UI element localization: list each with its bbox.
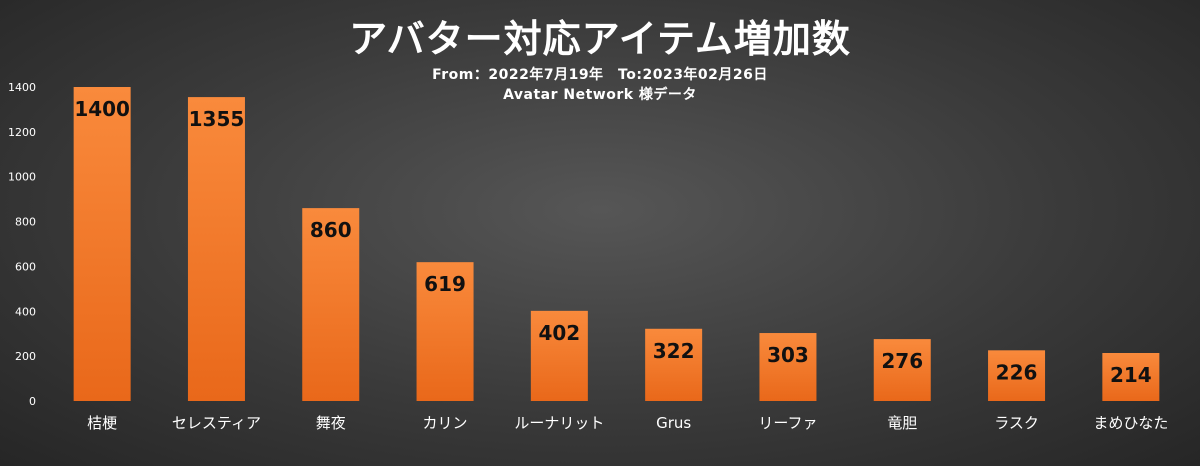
bar: [73, 87, 131, 401]
bars-group: 1400 1355 860 619 402 322 303 276 226 214: [73, 87, 1160, 401]
y-tick-label: 800: [15, 216, 36, 229]
chart-title: アバター対応アイテム増加数: [349, 17, 851, 61]
y-axis: 0 200 400 600 800 1000 1200 1400: [8, 81, 36, 408]
x-category-label: ラスク: [994, 414, 1039, 432]
chart-subtitle-date-range: From：2022年7月19年 To:2023年02月26日: [432, 67, 768, 83]
y-tick-label: 600: [15, 260, 36, 273]
data-label: 619: [424, 272, 466, 296]
y-tick-label: 1000: [8, 171, 36, 184]
x-category-label: ルーナリット: [514, 414, 604, 432]
data-label: 860: [310, 218, 352, 242]
data-label: 276: [881, 349, 923, 373]
bar: [302, 208, 360, 401]
y-tick-label: 1400: [8, 81, 36, 94]
data-label: 402: [538, 321, 580, 345]
bar: [1102, 353, 1160, 401]
data-label: 1355: [189, 107, 245, 131]
data-label: 1400: [74, 97, 130, 121]
data-label: 322: [653, 339, 695, 363]
data-label: 226: [996, 360, 1038, 384]
bar: [988, 350, 1046, 401]
x-category-label: 竜胆: [887, 414, 917, 432]
bar: [759, 333, 817, 401]
x-axis: 桔梗 セレスティア 舞夜 カリン ルーナリット Grus リーファ 竜胆 ラスク まめひなた: [87, 414, 1168, 432]
x-category-label: まめひなた: [1093, 414, 1168, 432]
bar: [873, 339, 931, 401]
bar: [187, 97, 245, 401]
bar: [416, 262, 474, 401]
bar: [645, 328, 703, 401]
y-tick-label: 1200: [8, 126, 36, 139]
x-category-label: 舞夜: [316, 414, 346, 432]
data-label: 303: [767, 343, 809, 367]
chart-subtitle-source: Avatar Network 様データ: [503, 87, 697, 103]
x-category-label: カリン: [423, 414, 468, 432]
y-tick-label: 400: [15, 305, 36, 318]
data-label: 214: [1110, 363, 1152, 387]
x-category-label: セレスティア: [172, 414, 261, 432]
x-category-label: リーファ: [758, 414, 817, 432]
x-category-label: Grus: [656, 414, 691, 432]
y-tick-label: 200: [15, 350, 36, 363]
y-tick-label: 0: [29, 395, 36, 408]
x-category-label: 桔梗: [87, 414, 117, 432]
bar: [530, 310, 588, 401]
